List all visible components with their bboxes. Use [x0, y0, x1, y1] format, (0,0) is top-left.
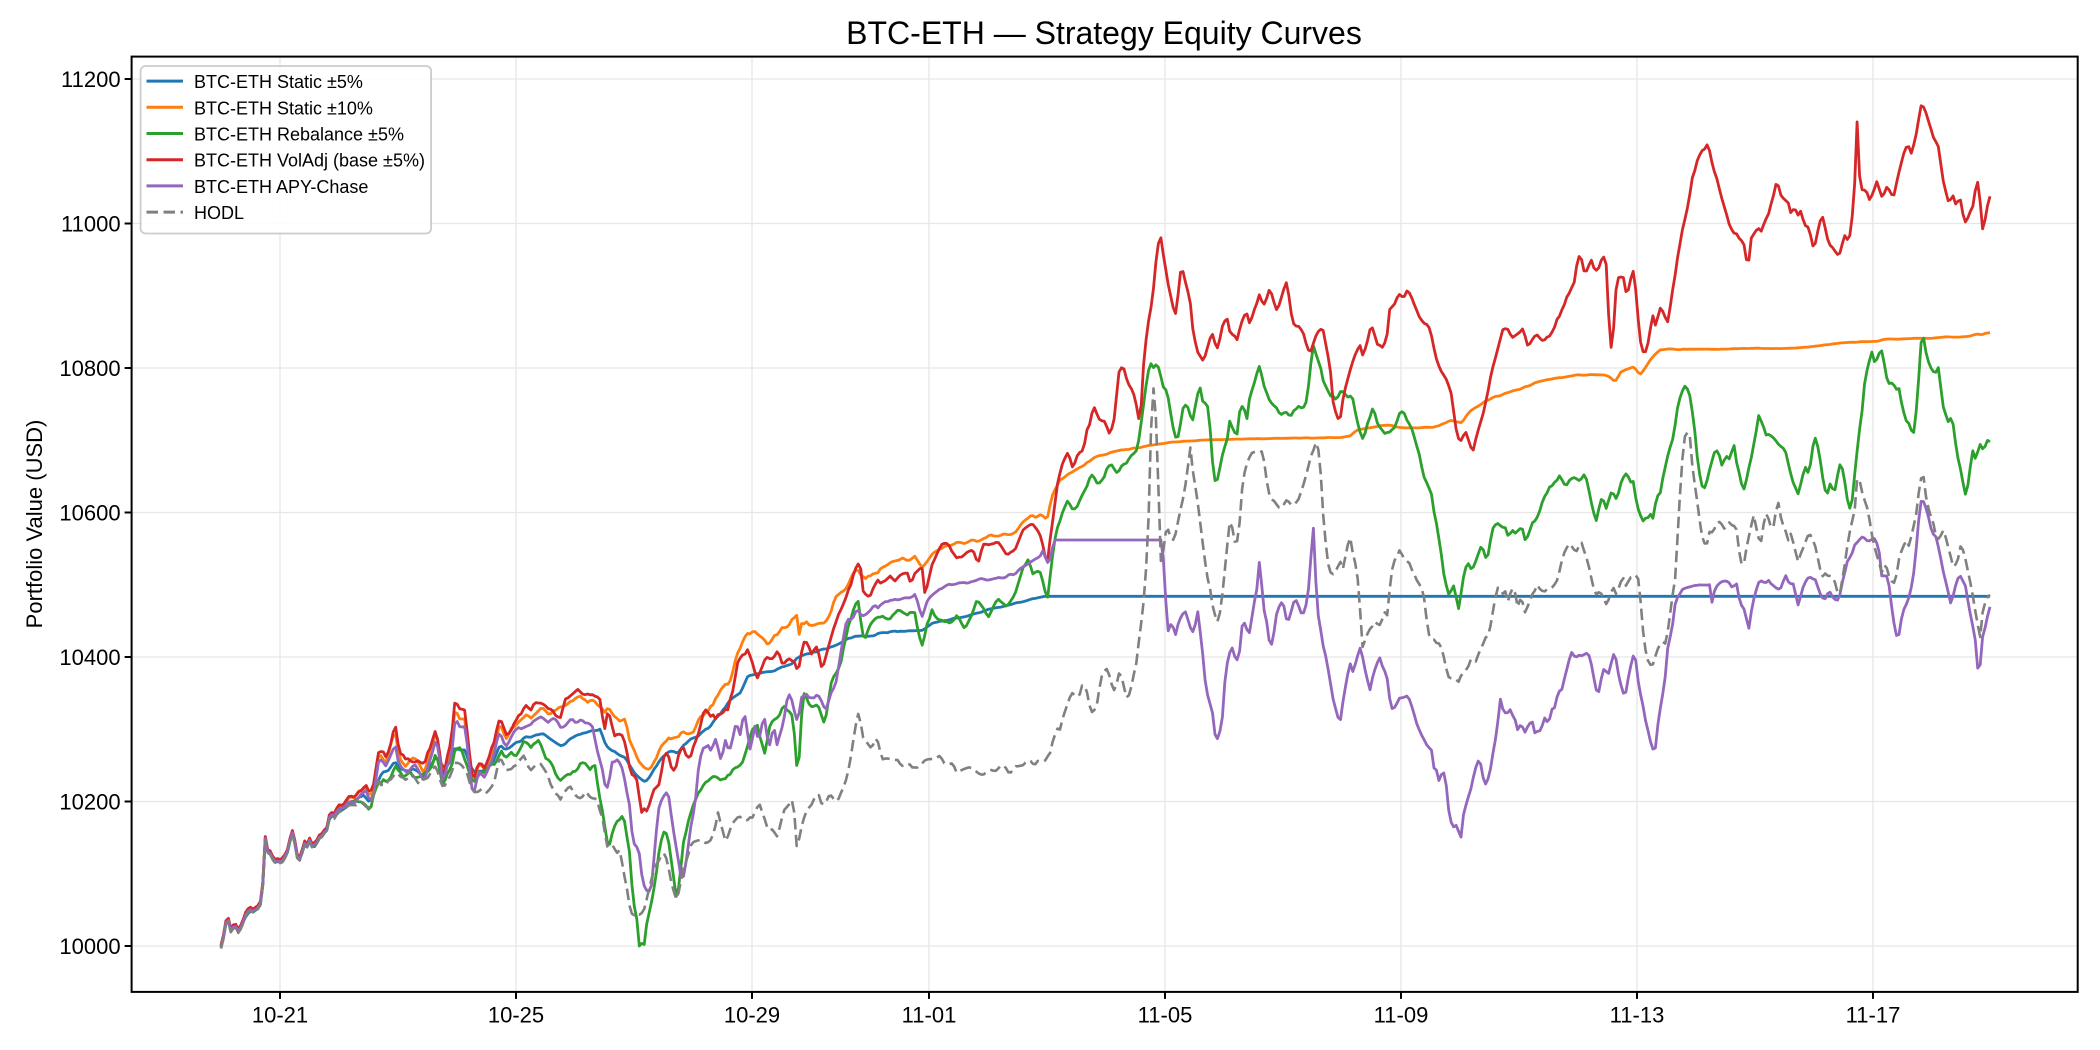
svg-text:11000: 11000	[61, 212, 121, 237]
svg-text:BTC-ETH Static ±5%: BTC-ETH Static ±5%	[194, 72, 363, 92]
svg-text:11-13: 11-13	[1610, 1002, 1665, 1027]
svg-text:10800: 10800	[59, 356, 120, 381]
svg-text:BTC-ETH — Strategy Equity Curv: BTC-ETH — Strategy Equity Curves	[846, 15, 1362, 51]
svg-text:11-09: 11-09	[1374, 1002, 1429, 1027]
svg-text:10200: 10200	[59, 790, 120, 815]
svg-text:11-01: 11-01	[902, 1002, 957, 1027]
svg-text:10600: 10600	[59, 501, 120, 526]
svg-text:BTC-ETH Rebalance ±5%: BTC-ETH Rebalance ±5%	[194, 125, 404, 145]
svg-text:11-05: 11-05	[1138, 1002, 1193, 1027]
svg-text:11-17: 11-17	[1846, 1002, 1901, 1027]
svg-text:10-21: 10-21	[252, 1002, 308, 1027]
svg-text:10000: 10000	[59, 934, 120, 959]
svg-text:10-29: 10-29	[724, 1002, 780, 1027]
svg-text:BTC-ETH APY-Chase: BTC-ETH APY-Chase	[194, 177, 368, 197]
svg-text:BTC-ETH VolAdj (base ±5%): BTC-ETH VolAdj (base ±5%)	[194, 151, 425, 171]
svg-text:11200: 11200	[61, 67, 121, 92]
svg-text:BTC-ETH Static ±10%: BTC-ETH Static ±10%	[194, 98, 373, 118]
svg-text:Portfolio Value (USD): Portfolio Value (USD)	[22, 420, 47, 629]
svg-text:10400: 10400	[59, 645, 120, 670]
svg-text:HODL: HODL	[194, 203, 244, 223]
svg-text:10-25: 10-25	[488, 1002, 544, 1027]
